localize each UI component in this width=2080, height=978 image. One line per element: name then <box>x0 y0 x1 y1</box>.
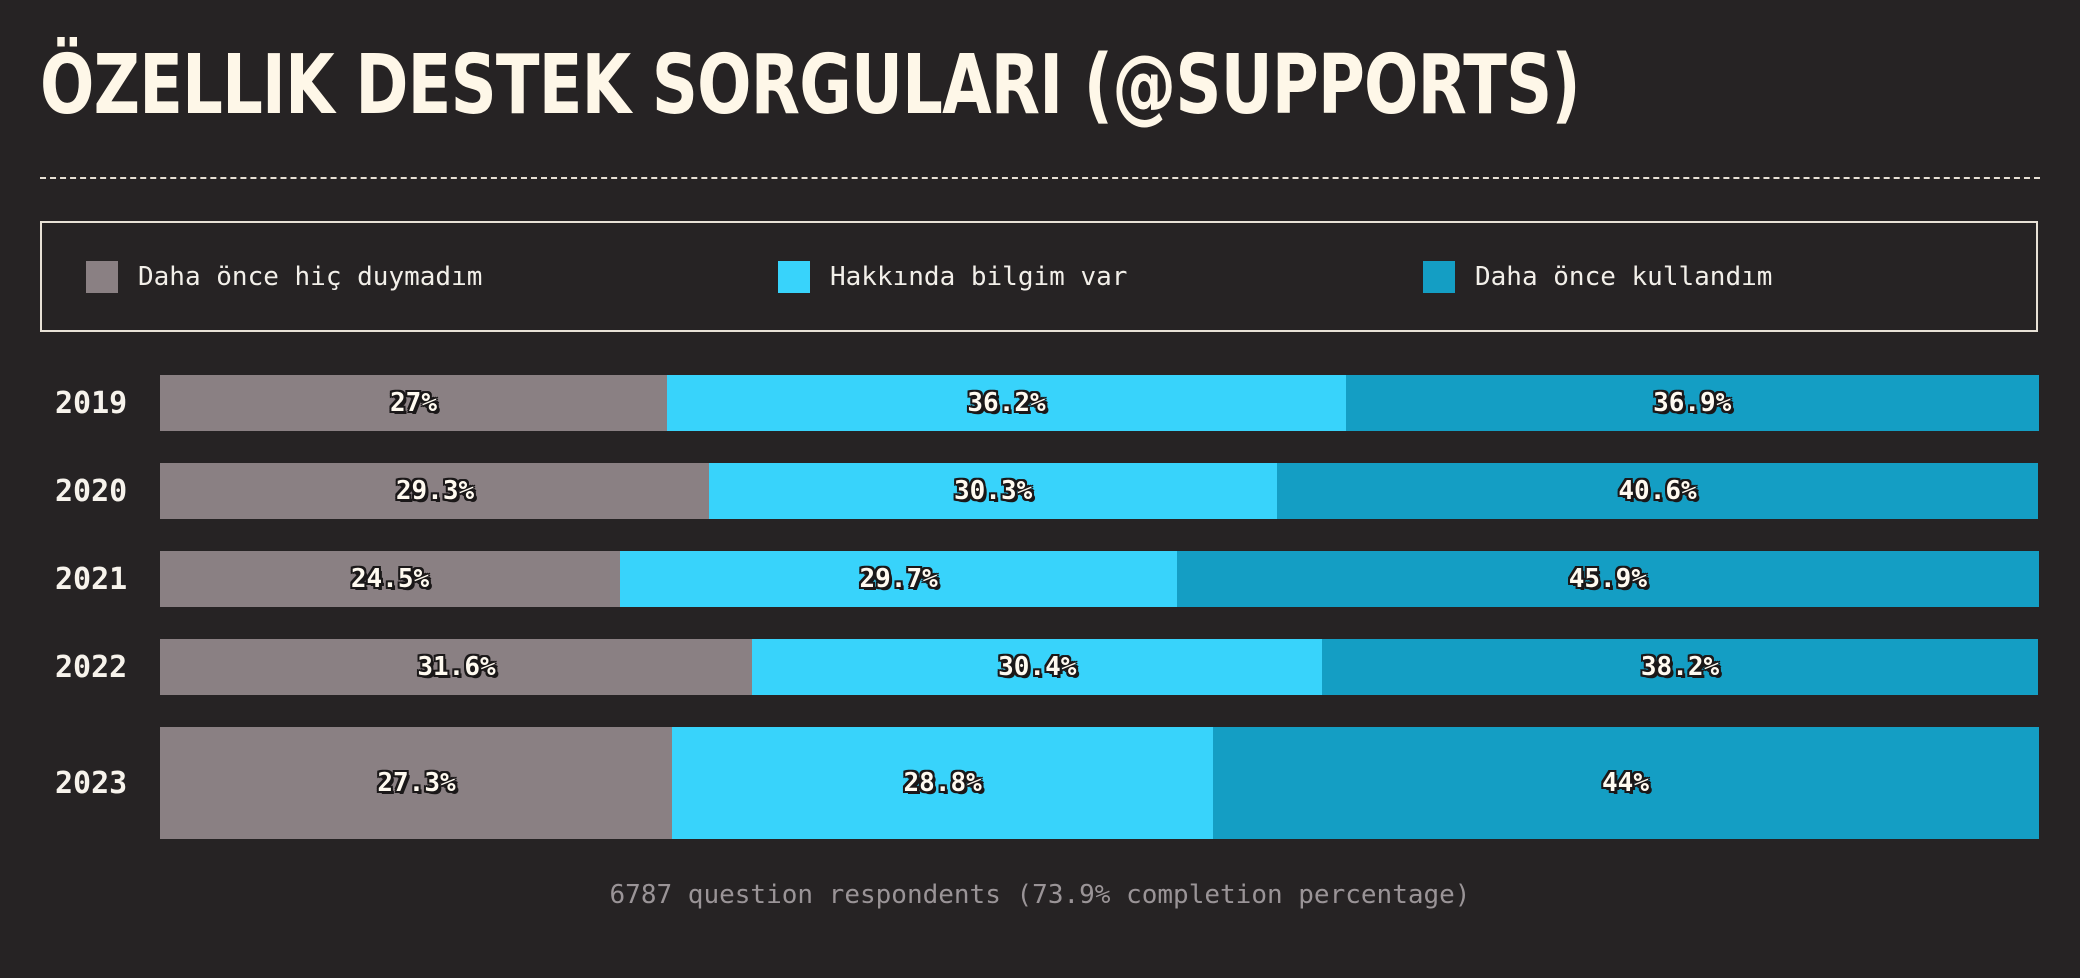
data-label-2021-never-heard: 24.5% <box>350 564 430 594</box>
legend-item-know-about[interactable]: Hakkında bilgim var <box>778 223 1127 330</box>
year-label-2023: 2023 <box>55 765 128 801</box>
title-divider <box>40 177 2040 179</box>
data-label-2019-used: 36.9% <box>1653 388 1732 418</box>
legend: Daha önce hiç duymadım Hakkında bilgim v… <box>40 221 2038 332</box>
year-label-2022: 2022 <box>55 649 128 685</box>
data-label-2023-know-about: 28.8% <box>903 768 982 798</box>
data-label-2022-never-heard: 31.6% <box>417 652 496 682</box>
legend-swatch-never-heard <box>86 260 118 293</box>
data-label-2020-know-about: 30.3% <box>954 476 1033 506</box>
bar-2020-know-about[interactable]: 30.3% <box>709 463 1278 519</box>
bar-2020-used[interactable]: 40.6% <box>1277 463 2039 519</box>
bar-2019-never-heard[interactable]: 27% <box>160 375 667 431</box>
bar-2022-used[interactable]: 38.2% <box>1322 639 2039 695</box>
bar-2023-know-about[interactable]: 28.8% <box>672 727 1214 839</box>
bar-2021-never-heard[interactable]: 24.5% <box>160 551 620 607</box>
legend-label-used: Daha önce kullandım <box>1475 261 1773 292</box>
bar-2023-used[interactable]: 44% <box>1212 727 2039 839</box>
legend-item-used[interactable]: Daha önce kullandım <box>1423 223 1772 330</box>
bar-2021-used[interactable]: 45.9% <box>1176 551 2039 607</box>
bar-2021-know-about[interactable]: 29.7% <box>619 551 1178 607</box>
data-label-2023-used: 44% <box>1602 768 1649 798</box>
data-label-2019-know-about: 36.2% <box>967 388 1046 418</box>
data-label-2021-know-about: 29.7% <box>859 564 938 594</box>
year-label-2021: 2021 <box>55 561 128 597</box>
legend-swatch-know-about <box>778 260 810 293</box>
legend-item-never-heard[interactable]: Daha önce hiç duymadım <box>86 223 482 330</box>
bar-2020-never-heard[interactable]: 29.3% <box>160 463 710 519</box>
data-label-2023-never-heard: 27.3% <box>377 768 456 798</box>
legend-label-know-about: Hakkında bilgim var <box>830 261 1128 292</box>
chart-title: ÖZELLIK DESTEK SORGULARI (@SUPPORTS) <box>40 38 1581 133</box>
data-label-2021-used: 45.9% <box>1568 564 1647 594</box>
bar-2022-never-heard[interactable]: 31.6% <box>160 639 753 695</box>
legend-swatch-used <box>1423 260 1455 293</box>
data-label-2020-used: 40.6% <box>1618 476 1697 506</box>
data-label-2022-used: 38.2% <box>1640 652 1720 682</box>
data-label-2020-never-heard: 29.3% <box>395 476 475 506</box>
bar-2019-know-about[interactable]: 36.2% <box>666 375 1347 431</box>
bar-2023-never-heard[interactable]: 27.3% <box>160 727 673 839</box>
bar-2019-used[interactable]: 36.9% <box>1345 375 2039 431</box>
year-label-2019: 2019 <box>55 385 128 421</box>
data-label-2022-know-about: 30.4% <box>998 652 1077 682</box>
year-label-2020: 2020 <box>55 473 128 509</box>
bar-2022-know-about[interactable]: 30.4% <box>752 639 1323 695</box>
respondents-note: 6787 question respondents (73.9% complet… <box>609 880 1471 910</box>
legend-label-never-heard: Daha önce hiç duymadım <box>138 261 483 292</box>
data-label-2019-never-heard: 27% <box>390 388 437 418</box>
